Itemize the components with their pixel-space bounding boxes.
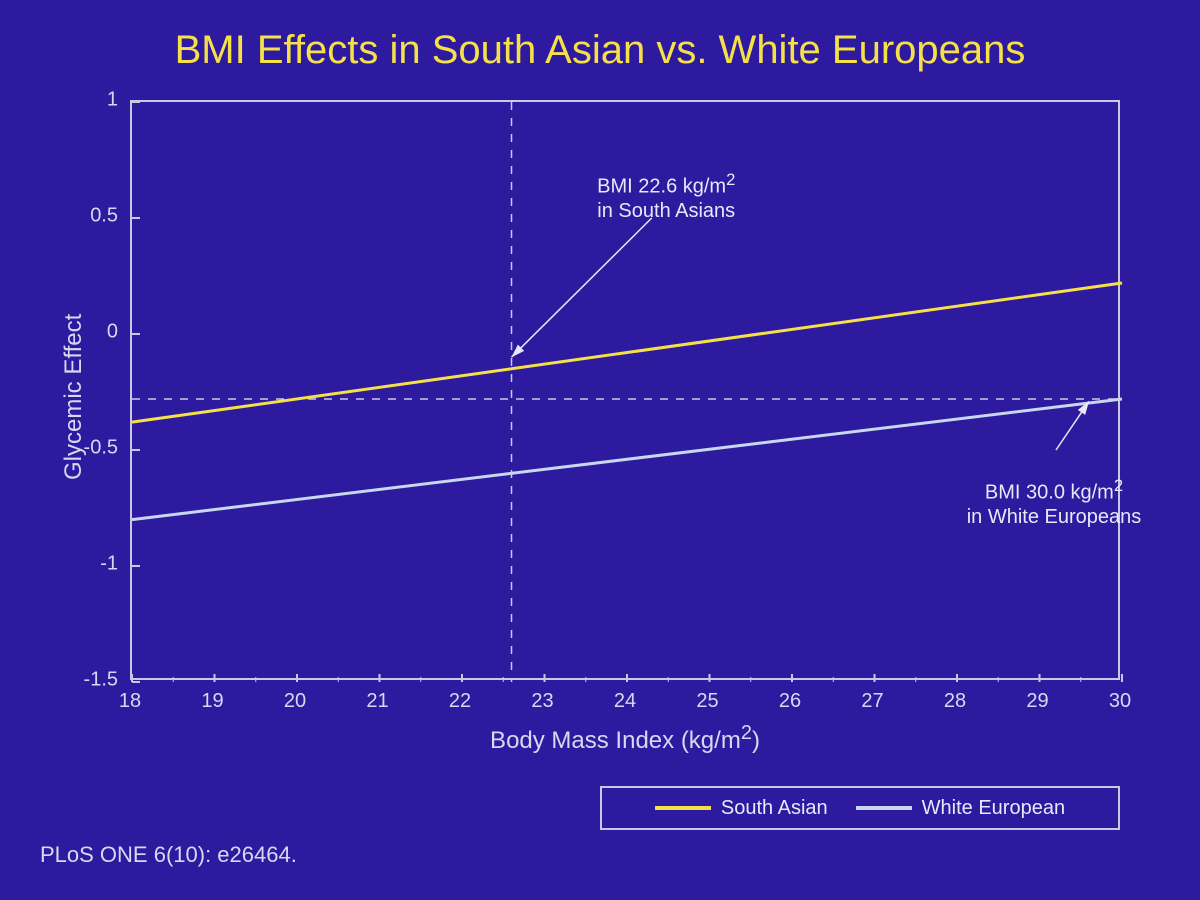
y-tick-0.5: 0.5 bbox=[90, 205, 118, 228]
x-tick-27: 27 bbox=[861, 690, 883, 713]
annotation-arrows bbox=[512, 218, 1090, 450]
x-tick-26: 26 bbox=[779, 690, 801, 713]
x-tick-25: 25 bbox=[696, 690, 718, 713]
x-tick-20: 20 bbox=[284, 690, 306, 713]
legend-item-white-european: White European bbox=[856, 797, 1065, 820]
x-tick-28: 28 bbox=[944, 690, 966, 713]
slide: BMI Effects in South Asian vs. White Eur… bbox=[0, 0, 1200, 900]
legend: South Asian White European bbox=[600, 786, 1120, 830]
x-tick-18: 18 bbox=[119, 690, 141, 713]
legend-label-south-asian: South Asian bbox=[721, 797, 828, 820]
annot-sa-line1: BMI 22.6 kg/m bbox=[597, 175, 726, 197]
x-axis-label-suffix: ) bbox=[752, 727, 760, 754]
x-tick-21: 21 bbox=[366, 690, 388, 713]
annot-we-line1: BMI 30.0 kg/m bbox=[985, 481, 1114, 503]
annot-we-line2: in White Europeans bbox=[967, 506, 1142, 528]
slide-title: BMI Effects in South Asian vs. White Eur… bbox=[0, 28, 1200, 73]
x-axis-label: Body Mass Index (kg/m2) bbox=[490, 722, 760, 755]
annotation-we: BMI 30.0 kg/m2 in White Europeans bbox=[967, 476, 1142, 531]
annot-sa-sup: 2 bbox=[726, 170, 735, 189]
x-axis-label-prefix: Body Mass Index (kg/m bbox=[490, 727, 741, 754]
x-tick-23: 23 bbox=[531, 690, 553, 713]
y-tick--1.5: -1.5 bbox=[84, 669, 118, 692]
y-tick--1: -1 bbox=[100, 553, 118, 576]
x-tick-24: 24 bbox=[614, 690, 636, 713]
legend-swatch-white-european bbox=[856, 806, 912, 810]
annotation-sa: BMI 22.6 kg/m2 in South Asians bbox=[597, 170, 735, 225]
y-tick-0: 0 bbox=[107, 321, 118, 344]
legend-swatch-south-asian bbox=[655, 806, 711, 810]
y-tick-1: 1 bbox=[107, 89, 118, 112]
legend-item-south-asian: South Asian bbox=[655, 797, 828, 820]
x-tick-29: 29 bbox=[1026, 690, 1048, 713]
x-tick-19: 19 bbox=[201, 690, 223, 713]
x-axis-label-sup: 2 bbox=[741, 722, 752, 744]
annot-we-sup: 2 bbox=[1114, 476, 1123, 495]
citation: PLoS ONE 6(10): e26464. bbox=[40, 842, 297, 868]
legend-label-white-european: White European bbox=[922, 797, 1065, 820]
annot-sa-line2: in South Asians bbox=[597, 200, 735, 222]
x-tick-30: 30 bbox=[1109, 690, 1131, 713]
y-tick--0.5: -0.5 bbox=[84, 437, 118, 460]
series-line-south-asian bbox=[132, 283, 1122, 422]
x-tick-22: 22 bbox=[449, 690, 471, 713]
